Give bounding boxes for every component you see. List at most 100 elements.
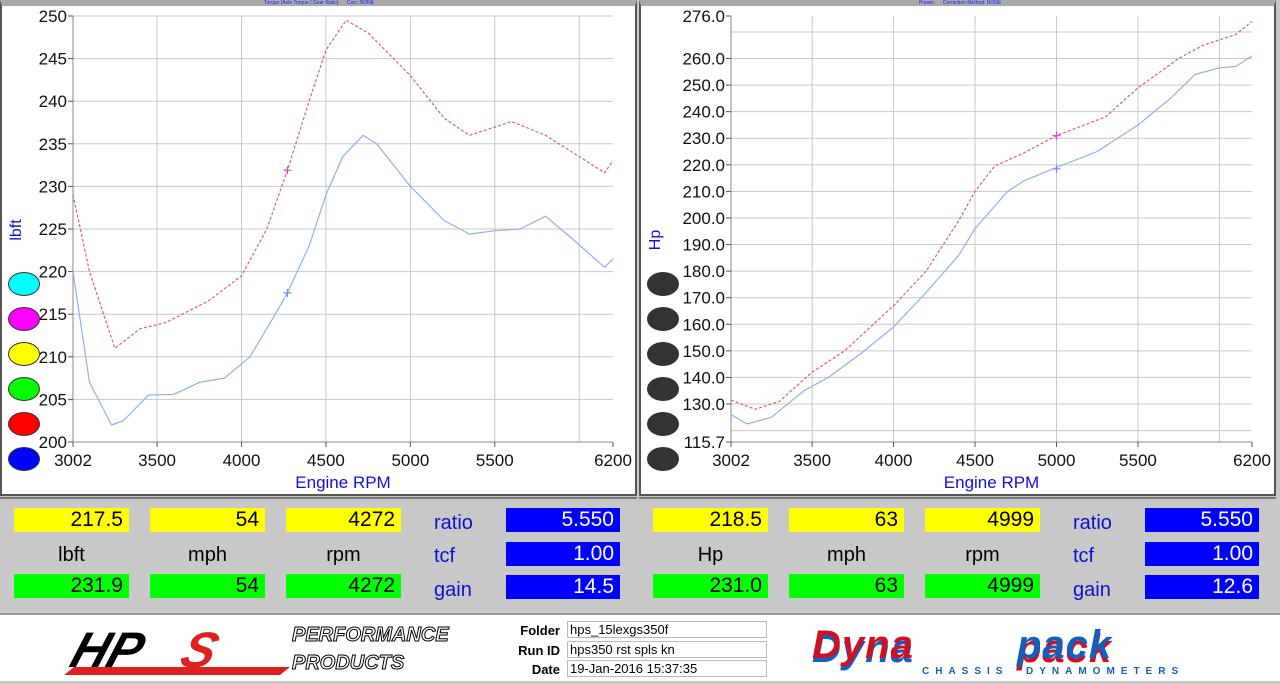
y-tick-label: 230 [39, 177, 67, 196]
series-line-blue [72, 134, 614, 426]
y-tick-label: 170.0 [682, 289, 725, 308]
cursor-value-red: 218.5 [653, 508, 768, 532]
trace-color-button[interactable] [8, 272, 40, 296]
y-tick-label: 190.0 [682, 236, 725, 255]
cursor-value-blue: 54 [150, 574, 265, 598]
trace-color-button[interactable] [647, 377, 679, 401]
y-tick-label: 250.0 [682, 76, 725, 95]
param-value-gain[interactable]: 14.5 [506, 575, 620, 599]
trace-color-button[interactable] [8, 447, 40, 471]
chart-header: Power: Correction Method: NONE [919, 0, 1002, 6]
cursor-value-red: 4272 [286, 508, 401, 532]
y-tick-label: 210.0 [682, 182, 725, 201]
torque-chart: Torque (Axle Torque / Gear Ratio) Corr: … [0, 0, 637, 496]
trace-color-button[interactable] [647, 342, 679, 366]
y-tick-label: 205 [39, 390, 67, 409]
y-tick-label: 200 [39, 433, 67, 452]
param-label: gain [1073, 579, 1111, 601]
y-tick-label: 230.0 [682, 129, 725, 148]
x-tick-label: 4000 [875, 451, 913, 470]
y-tick-label: 200.0 [682, 209, 725, 228]
cursor-value-blue: 231.0 [653, 574, 768, 598]
x-tick-label: 5000 [1038, 451, 1076, 470]
y-tick-label: 220.0 [682, 156, 725, 175]
cursor-value-blue: 4999 [925, 574, 1040, 598]
y-tick-label: 235 [39, 135, 67, 154]
trace-color-button[interactable] [647, 307, 679, 331]
y-tick-label: 245 [39, 50, 67, 69]
param-value-ratio[interactable]: 5.550 [1145, 508, 1259, 532]
y-tick-label: 180.0 [682, 262, 725, 281]
unit-label: Hp [697, 544, 724, 566]
trace-color-button[interactable] [647, 412, 679, 436]
y-tick-label: 210 [39, 348, 67, 367]
chart-svg: 276.0 260.0 250.0 240.0 230.0 220.0 210.0 200.0… [647, 7, 1271, 492]
cursor-marker [283, 166, 292, 175]
x-tick-label: 3500 [138, 451, 176, 470]
unit-label: rpm [965, 544, 1000, 566]
param-label: ratio [1073, 512, 1112, 534]
readout-panel-left: 217.5 lbft 231.9 54 mph 54 4272 rpm 4272 ratio 5.5… [0, 497, 637, 612]
hps-tagline-1: PERFORMANCE [292, 624, 450, 647]
date-label: Date [531, 662, 560, 677]
param-label: tcf [434, 545, 456, 567]
x-axis-label: Engine RPM [295, 473, 390, 492]
y-tick-label: 250 [39, 7, 67, 26]
y-tick-label: 215 [39, 305, 67, 324]
unit-label: lbft [58, 544, 85, 566]
series-line-blue [730, 55, 1253, 425]
readout-panel-right: 218.5 Hp 231.0 63 mph 63 4999 rpm 4999 ratio 5.550… [639, 497, 1276, 612]
runid-field: hps350 rst spls kn [567, 641, 767, 658]
y-tick-label: 160.0 [682, 315, 725, 334]
chart-header: Torque (Axle Torque / Gear Ratio) Corr: … [264, 0, 374, 6]
cursor-marker [1052, 164, 1061, 173]
param-label: gain [434, 579, 472, 601]
hps-logo: HP S [60, 622, 300, 684]
date-field: 19-Jan-2016 15:37:35 [567, 660, 767, 677]
y-tick-label: 150.0 [682, 342, 725, 361]
folder-field: hps_15lexgs350f [567, 621, 767, 638]
x-tick-label: 5500 [1119, 451, 1157, 470]
trace-color-button[interactable] [647, 447, 679, 471]
cursor-value-blue: 63 [789, 574, 904, 598]
cursor-value-red: 217.5 [14, 508, 129, 532]
runid-label: Run ID [518, 643, 560, 658]
param-value-ratio[interactable]: 5.550 [506, 508, 620, 532]
y-axis-label: lbft [8, 219, 25, 241]
cursor-value-red: 4999 [925, 508, 1040, 532]
unit-label: mph [827, 544, 866, 566]
trace-color-button[interactable] [8, 377, 40, 401]
y-tick-label: 260.0 [682, 50, 725, 69]
y-tick-label: 225 [39, 220, 67, 239]
series-line-red [730, 20, 1253, 410]
cursor-value-red: 54 [150, 508, 265, 532]
y-tick-label: 240.0 [682, 103, 725, 122]
x-tick-label: 4500 [307, 451, 345, 470]
trace-color-button[interactable] [647, 272, 679, 296]
param-label: tcf [1073, 545, 1095, 567]
trace-color-button[interactable] [8, 307, 40, 331]
trace-color-button[interactable] [8, 342, 40, 366]
unit-label: rpm [326, 544, 361, 566]
param-value-tcf[interactable]: 1.00 [506, 542, 620, 566]
x-tick-label: 5500 [476, 451, 514, 470]
cursor-marker [1052, 131, 1061, 140]
cursor-value-red: 63 [789, 508, 904, 532]
dynapack-logo: Dyna pack CHASSIS DYNAMOMETERS [812, 623, 1185, 677]
hps-tagline-2: PRODUCTS [291, 652, 405, 675]
x-tick-label: 3002 [54, 451, 92, 470]
x-tick-label: 5000 [391, 451, 429, 470]
trace-color-button[interactable] [8, 412, 40, 436]
param-value-gain[interactable]: 12.6 [1145, 575, 1259, 599]
cursor-marker [283, 288, 292, 297]
param-label: ratio [434, 512, 473, 534]
y-tick-label: 276.0 [682, 7, 725, 26]
param-value-tcf[interactable]: 1.00 [1145, 542, 1259, 566]
folder-label: Folder [520, 623, 560, 638]
y-tick-label: 220 [39, 263, 67, 282]
unit-label: mph [188, 544, 227, 566]
x-tick-label: 6200 [594, 451, 632, 470]
cursor-value-blue: 4272 [286, 574, 401, 598]
x-tick-label: 3002 [712, 451, 750, 470]
